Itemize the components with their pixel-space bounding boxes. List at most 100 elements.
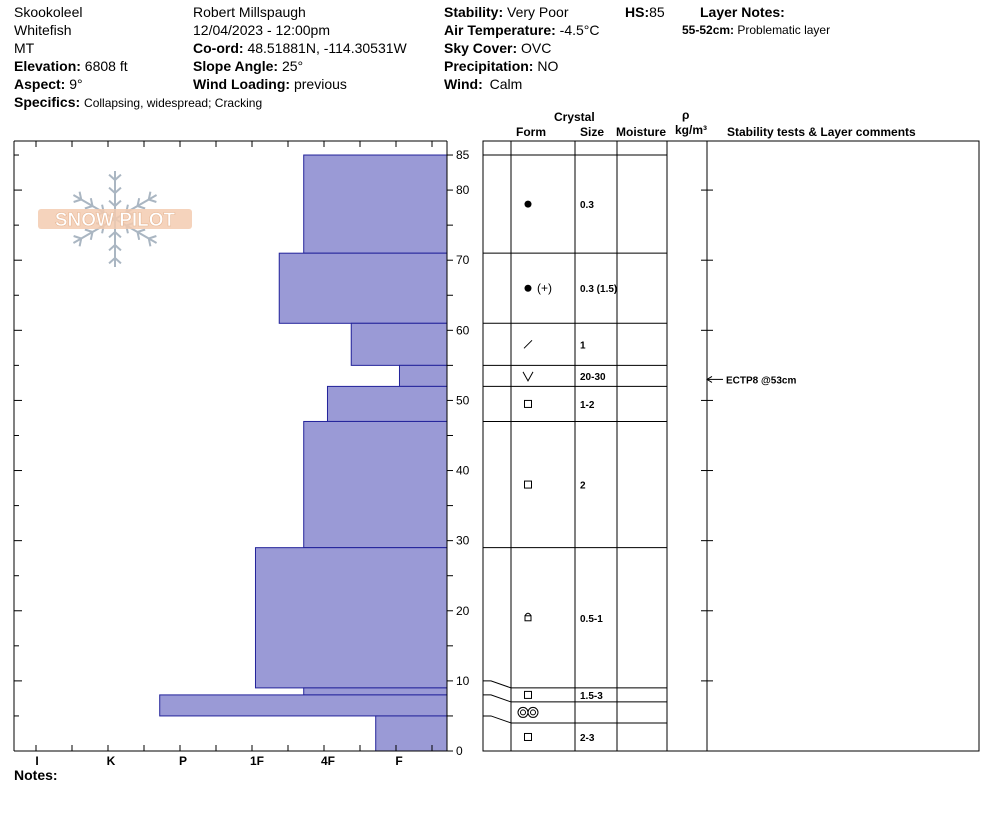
grain-size-label: 1 [580,340,586,351]
stability-value: Very Poor [507,4,569,20]
grain-form-decomposing [523,339,533,349]
grain-size-label: 2-3 [580,733,595,744]
hs-label: HS: [625,4,650,20]
slope-label: Slope Angle: [193,58,279,74]
grain-form-faceted [524,399,532,408]
stability-test-label: ECTP8 @53cm [726,375,796,386]
hardness-tick-label: K [107,754,116,768]
logo-flake-branch [108,186,116,194]
grain-form-depth-hoar-cap [524,612,532,617]
logo-flake-branch [73,198,82,203]
hardness-bar [303,154,448,254]
grain-form-round [524,200,532,208]
hs-value: 85 [649,4,665,20]
location-name: Skookoleel [14,4,83,20]
wind-label: Wind: [444,76,483,92]
layer-note-text: Problematic layer [737,23,831,37]
logo-flake-branch [136,197,141,207]
grain-form-melt-outer [527,706,539,718]
hardness-bar [303,420,448,549]
layer-note: 55-52cm: Problematic layer [682,23,830,37]
grain-form-secondary: (+) [537,281,552,295]
snowpilot-logo: SNOW PILOT [38,171,192,267]
logo-flake-branch [148,198,157,203]
logo-flake-branch [73,235,82,240]
grain-form-surface-hoar [522,371,534,382]
notes-label: Notes: [14,767,58,783]
coord-value: 48.51881N, -114.30531W [247,40,407,56]
logo-flake-branch [114,231,122,239]
hardness-bar [375,715,448,752]
coord-label: Co-ord: [193,40,244,56]
grain-table-frame [482,140,980,752]
logo-flake-branch [78,238,83,247]
logo-flake-branch [147,238,152,247]
wind: Wind: Calm [444,75,522,93]
layer-notes-title: Layer Notes: [700,3,785,21]
logo-flake-branch [148,235,157,240]
hardness-tick-label: 1F [250,754,264,768]
wind-value: Calm [489,76,523,92]
hardness-bar [254,547,448,689]
logo-text: SNOW PILOT [55,210,176,231]
grain-form-depth-hoar [524,615,532,622]
precip-value: NO [537,58,559,74]
logo-flake-branch [114,257,122,265]
sky-label: Sky Cover: [444,40,518,56]
col-density: kg/m³ [675,123,708,137]
logo-flake-branch [147,191,152,200]
depth-tick-label: 70 [456,253,470,267]
grain-form-melt-inner [520,709,526,716]
grain-size-label: 0.3 [580,200,594,211]
logo-flake-branch [137,228,146,233]
specifics-label: Specifics: [14,94,81,110]
hardness-tick-label: F [395,754,402,768]
grain-size-label: 1-2 [580,400,595,411]
layer-notes-label: Layer Notes: [700,4,785,20]
region-name: Whitefish [14,22,72,38]
wind-loading-value: previous [293,76,347,92]
grain-size-label: 0.5-1 [580,614,603,625]
slope-value: 25° [281,58,304,74]
elevation-value: 6808 ft [84,58,128,74]
wind-loading-label: Wind Loading: [193,76,291,92]
logo-flake-branch [108,173,116,181]
grain-form-faceted [524,732,532,741]
grain-size-label: 1.5-3 [580,691,603,702]
precipitation: Precipitation: NO [444,57,558,75]
layer-connector [483,715,512,724]
layer-connector [483,694,512,703]
depth-tick-label: 10 [456,674,470,688]
col-comments: Stability tests & Layer comments [727,125,916,139]
logo-flake-branch [114,244,122,252]
hardness-tick-label: 4F [321,754,335,768]
logo-flake-branch [84,205,93,210]
logo-flake-branch [108,231,116,239]
hardness-bar [350,322,448,366]
air-temp-label: Air Temperature: [444,22,556,38]
grain-form-melt-inner [530,709,536,716]
hardness-bar [326,385,448,422]
state-name: MT [14,40,35,56]
logo-flake-branch [108,199,116,207]
coordinates: Co-ord: 48.51881N, -114.30531W [193,39,407,57]
col-crystal: Crystal [554,110,595,124]
layer-connector [483,680,512,689]
sky-value: OVC [521,40,552,56]
logo-flake-branch [78,191,83,200]
depth-tick-label: 85 [456,148,470,162]
hardness-bar [159,694,448,717]
observer-name: Robert Millspaugh [193,4,306,20]
col-moisture: Moisture [616,125,667,139]
logo-flake-branch [108,244,116,252]
stability-test-arrowhead [706,375,713,383]
precip-label: Precipitation: [444,58,534,74]
specifics-value: Collapsing, widespread; Cracking [84,96,263,110]
depth-tick-label: 0 [456,744,463,758]
col-rho: ρ [682,108,690,122]
stability-label: Stability: [444,4,504,20]
logo-flake-branch [136,231,141,241]
specifics: Specifics: Collapsing, widespread; Crack… [14,93,262,112]
wind-loading: Wind Loading: previous [193,75,347,93]
